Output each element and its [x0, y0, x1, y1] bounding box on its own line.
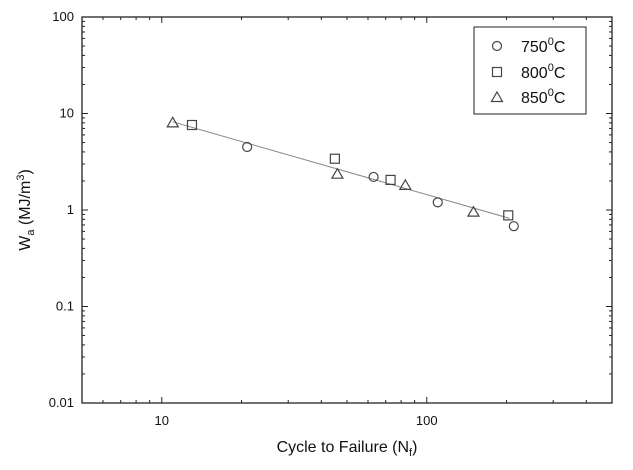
- legend-label-800: 8000C: [521, 62, 565, 82]
- y-tick-label: 100: [52, 9, 74, 24]
- data-point-triangle: [466, 205, 480, 217]
- data-point-square: [186, 119, 198, 131]
- legend: 7500C 8000C 8500C: [473, 26, 587, 115]
- legend-triangle-marker: [490, 90, 504, 103]
- data-point-triangle: [398, 178, 412, 190]
- y-tick-label: 0.1: [56, 299, 74, 314]
- data-point-square: [329, 153, 340, 164]
- x-tick-label: 100: [416, 413, 438, 428]
- markers: [166, 116, 519, 232]
- y-tick-label: 10: [60, 106, 74, 121]
- legend-label-750: 7500C: [521, 36, 565, 56]
- legend-square-marker: [491, 66, 503, 78]
- fit-line: [172, 121, 510, 219]
- legend-item-750: 7500C: [491, 36, 565, 56]
- legend-item-800: 8000C: [491, 62, 565, 82]
- y-tick-label: 0.01: [49, 395, 74, 410]
- legend-circle-marker: [491, 40, 503, 52]
- data-point-circle: [508, 221, 519, 232]
- x-axis-label: Cycle to Failure (Nf): [277, 439, 418, 459]
- ticks: [81, 16, 613, 404]
- data-point-triangle: [166, 116, 180, 128]
- data-point-square: [385, 174, 396, 186]
- data-point-circle: [368, 171, 379, 183]
- data-point-circle: [432, 197, 443, 208]
- y-axis-label: Wa (MJ/m3): [15, 169, 37, 251]
- x-tick-label: 10: [155, 413, 169, 428]
- data-point-circle: [242, 141, 253, 153]
- tick-labels: 0.01 0.1 1 10 100 10 100: [49, 9, 438, 428]
- data-point-triangle: [330, 167, 344, 179]
- legend-item-850: 8500C: [490, 87, 565, 107]
- data-point-square: [503, 210, 514, 221]
- y-tick-label: 1: [67, 202, 74, 217]
- legend-label-850: 8500C: [521, 87, 565, 107]
